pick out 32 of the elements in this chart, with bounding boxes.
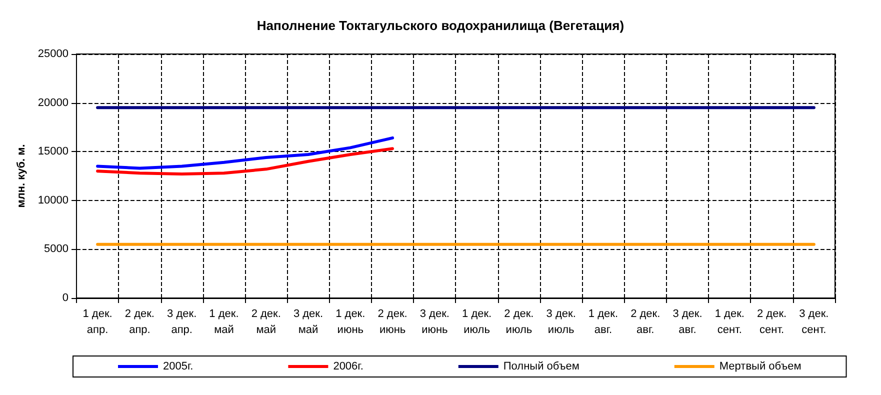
x-tick-label: 2 дек. сент. (756, 308, 787, 336)
legend-label: Полный объем (503, 360, 580, 372)
x-tick-label: 2 дек. авг. (630, 308, 660, 336)
y-tick-label: 10000 (38, 194, 68, 206)
x-tick-label: 3 дек. май (293, 308, 324, 336)
x-tick-label: 3 дек. авг. (672, 308, 702, 336)
x-tick-label: 1 дек. сент. (714, 308, 744, 336)
x-tick-label: 1 дек. апр. (82, 308, 112, 336)
x-tick-label: 3 дек. июль (546, 308, 576, 336)
chart-title: Наполнение Токтагульского водохранилища (Вегетация) (256, 18, 624, 33)
x-tick-label: 2 дек. апр. (124, 308, 154, 336)
legend-label: 2005г. (163, 360, 194, 372)
y-tick-label: 15000 (38, 146, 68, 158)
x-tick-label: 2 дек. июнь (378, 308, 408, 336)
x-tick-label: 3 дек. июнь (420, 308, 450, 336)
y-tick-label: 0 (62, 292, 68, 304)
y-tick-label: 20000 (38, 96, 68, 109)
legend-label: Мертвый объем (719, 360, 802, 372)
x-tick-label: 1 дек. июль (462, 308, 492, 336)
x-tick-label: 1 дек. май (209, 308, 239, 336)
x-tick-label: 1 дек. авг. (588, 308, 618, 336)
x-tick-label: 2 дек. июль (504, 308, 534, 336)
y-axis-title: млн. куб. м. (16, 144, 28, 208)
legend-label: 2006г. (333, 360, 364, 372)
x-tick-label: 3 дек. апр. (167, 308, 197, 336)
x-tick-label: 1 дек. июнь (336, 308, 366, 336)
x-tick-label: 2 дек. май (251, 308, 281, 336)
line-series (96, 147, 394, 176)
y-tick-label: 25000 (38, 48, 68, 60)
line-series (96, 136, 394, 170)
y-tick-label: 5000 (44, 243, 68, 256)
x-tick-label: 3 дек. сент. (799, 308, 829, 336)
